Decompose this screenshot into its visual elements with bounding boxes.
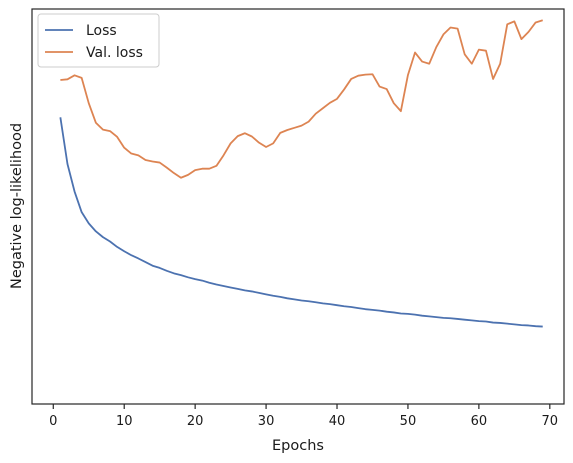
x-axis-label: Epochs — [272, 438, 324, 454]
legend: Loss Val. loss — [37, 13, 160, 68]
series-lines — [59, 19, 543, 328]
x-axis-ticks: 0 10 20 30 40 50 60 70 — [49, 404, 558, 429]
legend-label-val-loss: Val. loss — [86, 45, 143, 61]
x-tick-label: 60 — [471, 414, 488, 429]
legend-label-loss: Loss — [86, 23, 117, 39]
series-line-val-loss — [60, 19, 543, 179]
y-axis-label: Negative log-likelihood — [9, 123, 25, 289]
x-tick-label: 30 — [258, 414, 275, 429]
x-tick-label: 20 — [187, 414, 204, 429]
x-tick-label: 0 — [49, 414, 57, 429]
x-tick-label: 70 — [542, 414, 559, 429]
series-line-loss — [59, 117, 543, 328]
x-tick-label: 10 — [116, 414, 133, 429]
legend-box — [37, 13, 160, 68]
plot-area — [31, 8, 565, 405]
x-tick-label: 40 — [329, 414, 346, 429]
x-tick-label: 50 — [400, 414, 417, 429]
